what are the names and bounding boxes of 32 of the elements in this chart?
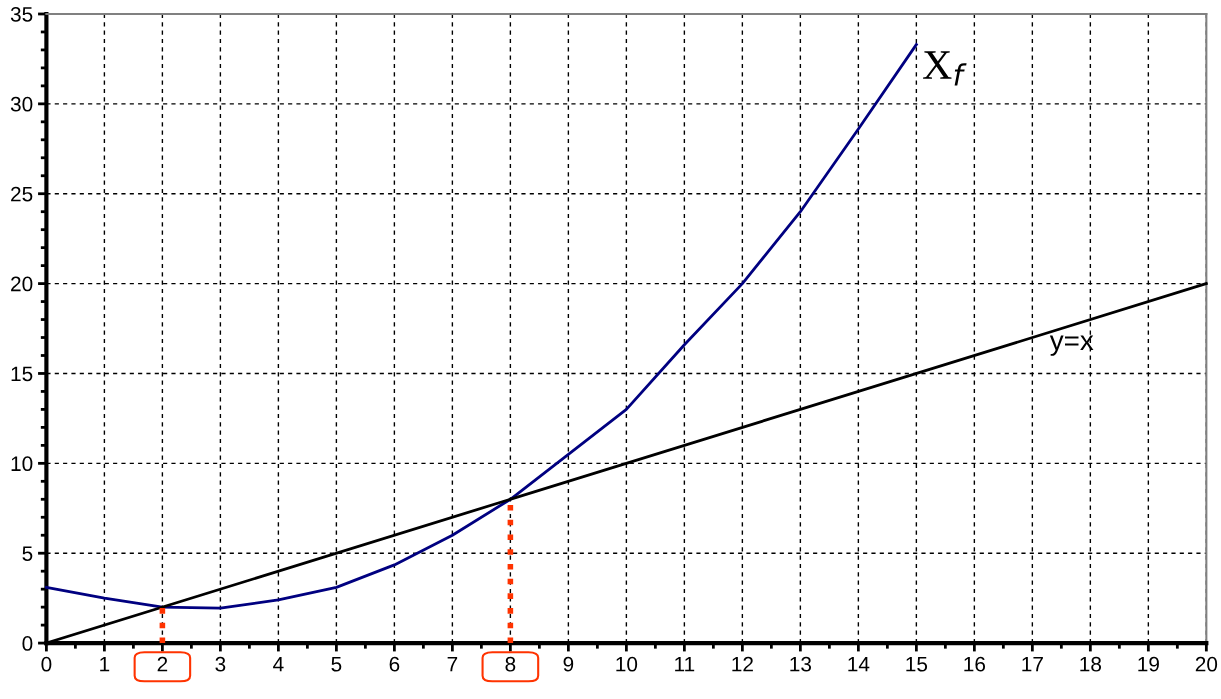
x-tick-label: 12	[732, 656, 753, 672]
y-tick-label: 15	[11, 366, 33, 382]
y-tick-label: 0	[22, 636, 33, 651]
x-tick-label: 17	[1022, 657, 1043, 672]
x-tick-label: 20	[1195, 656, 1218, 672]
y-tick-label: 5	[22, 546, 33, 561]
x-tick-label: 2	[157, 656, 168, 672]
x-tick-label: 10	[616, 656, 638, 672]
x-tick-label: 3	[215, 656, 226, 672]
line-series	[45, 43, 918, 610]
series-label: y=x	[1049, 335, 1094, 356]
series-label: X$_{f}$	[923, 51, 967, 86]
x-tick-label: 19	[1138, 656, 1159, 672]
x-tick-label: 11	[675, 657, 695, 672]
y-tick-label: 10	[11, 456, 33, 472]
x-tick-label: 18	[1080, 656, 1102, 672]
y-tick-label: 20	[11, 276, 33, 292]
x-tick-label: 0	[41, 656, 52, 672]
x-tick-label: 9	[563, 656, 574, 672]
y-tick-label: 35	[10, 6, 33, 22]
y-tick-label: 25	[11, 186, 33, 202]
x-tick-label: 15	[906, 657, 928, 672]
x-tick-label: 16	[964, 656, 986, 672]
x-tick-label: 4	[273, 657, 284, 672]
x-tick-label: 8	[505, 656, 516, 672]
x-tick-label: 14	[848, 657, 870, 672]
x-tick-label: 13	[790, 656, 812, 672]
x-tick-label: 5	[331, 657, 342, 672]
x-tick-label: 6	[389, 656, 400, 672]
x-tick-label: 7	[447, 657, 458, 672]
x-tick-label: 1	[100, 657, 110, 672]
y-tick-label: 30	[10, 96, 33, 112]
